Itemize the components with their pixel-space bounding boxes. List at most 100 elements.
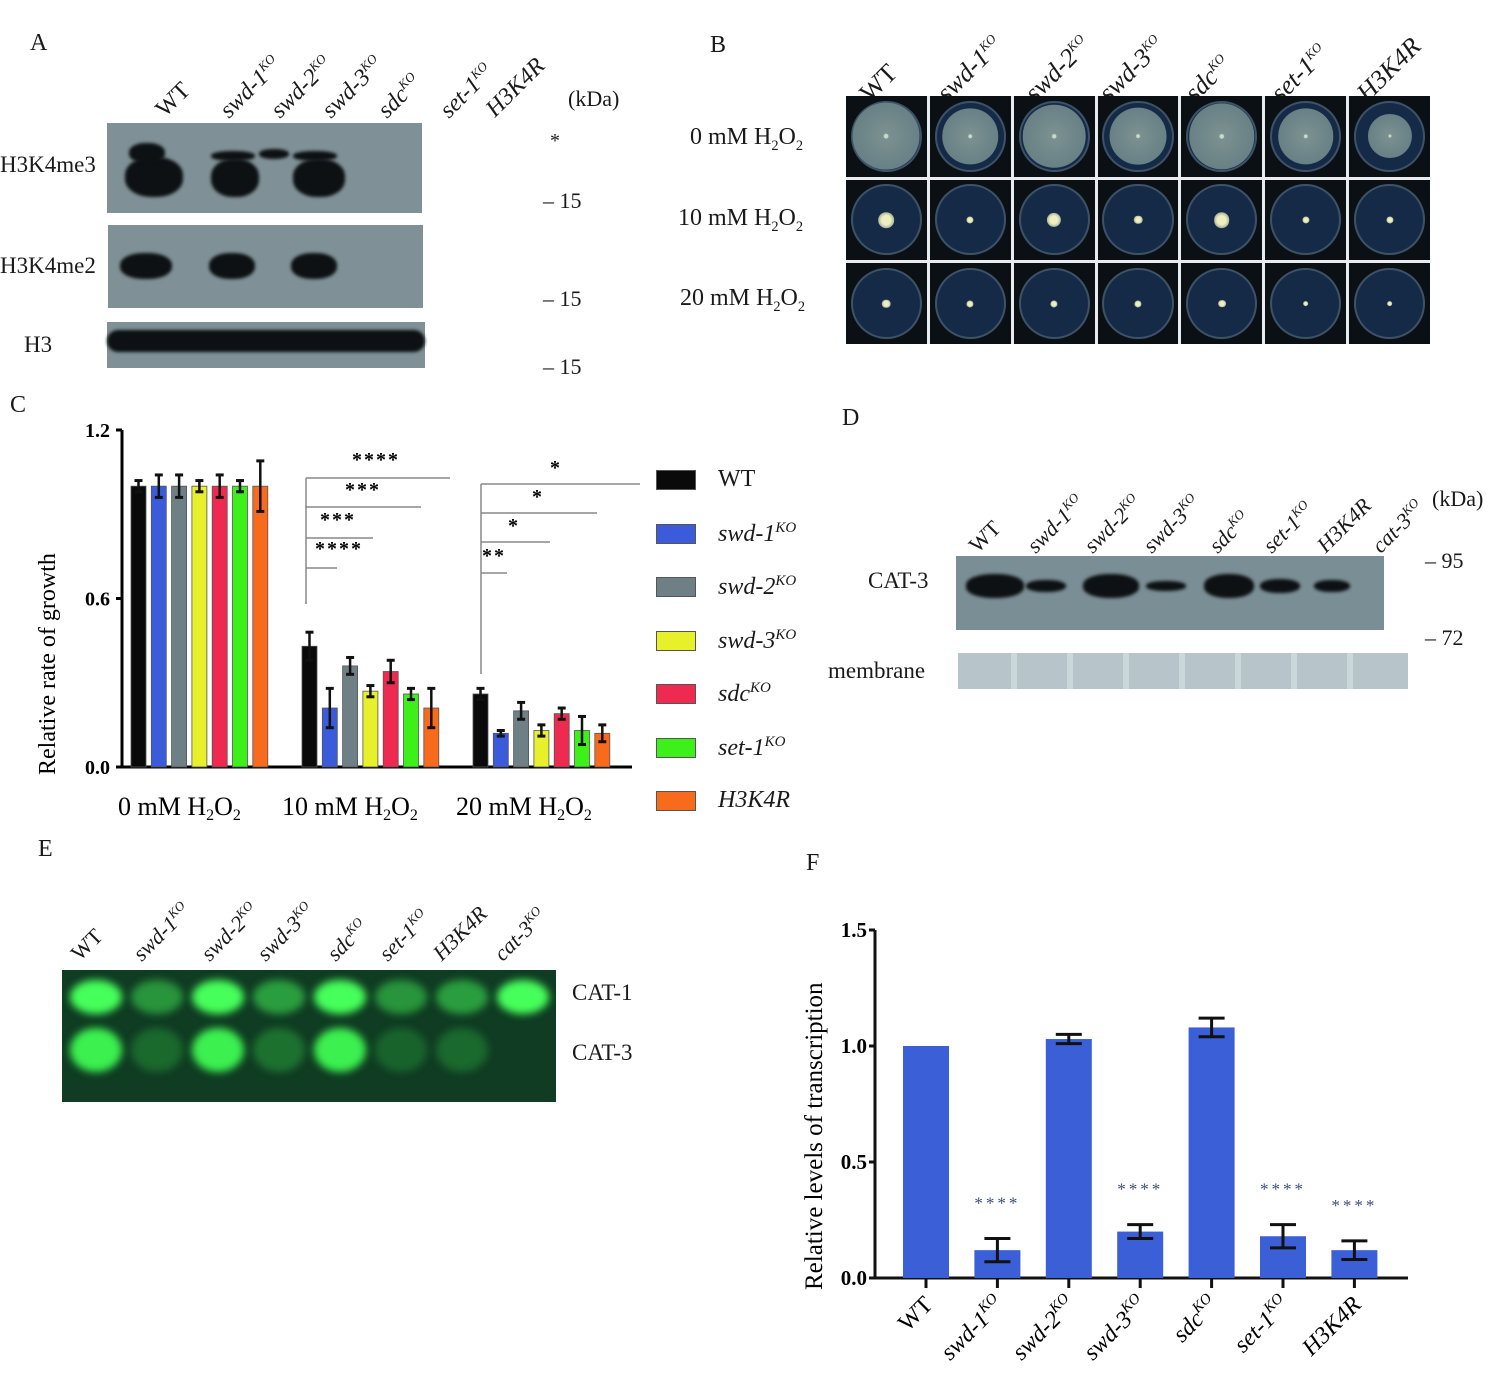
panel-a-lane-6: H3K4R — [480, 52, 551, 123]
svg-text:0.0: 0.0 — [85, 757, 110, 779]
panel-d-row-cat3: CAT-3 — [868, 568, 929, 593]
plate-r1-c4 — [1181, 179, 1263, 261]
panel-d-marker-95: – 95 — [1425, 548, 1464, 573]
legend-item-0: WT — [656, 466, 755, 493]
panel-e-lane-7: cat-3KO — [488, 902, 544, 966]
svg-text:0.0: 0.0 — [841, 1266, 867, 1290]
panel-d-lane-1: swd-1KO — [1021, 489, 1082, 558]
plate-r1-c3 — [1097, 179, 1179, 261]
svg-text:1.0: 1.0 — [841, 1034, 867, 1058]
svg-text:0.5: 0.5 — [841, 1150, 867, 1174]
panel-d-letter: D — [842, 405, 860, 431]
svg-text:WT: WT — [893, 1292, 938, 1337]
plate-image-grid — [846, 96, 1430, 344]
legend-item-1: swd-1KO — [656, 520, 796, 548]
panel-a-marker-3: – 15 — [543, 354, 582, 379]
panel-d-lane-5: set-1KO — [1257, 496, 1312, 558]
svg-text:*: * — [550, 457, 562, 479]
blot-h3k4me3 — [107, 123, 422, 213]
plate-r1-c0 — [846, 179, 927, 261]
panel-a-marker-1: – 15 — [543, 188, 582, 213]
legend-swatch — [656, 790, 696, 811]
panel-a-star: * — [550, 130, 560, 152]
panel-e-lane-6: H3K4R — [427, 900, 492, 966]
legend-label: sdcKO — [718, 680, 771, 707]
legend-item-5: set-1KO — [656, 734, 786, 762]
svg-text:swd-1KO: swd-1KO — [935, 1290, 1010, 1365]
svg-text:20 mM H2O2: 20 mM H2O2 — [456, 792, 592, 824]
panel-a-marker-2: – 15 — [543, 286, 582, 311]
panel-e-lane-2: swd-2KO — [195, 897, 256, 966]
panel-e-lane-5: set-1KO — [373, 904, 428, 966]
plate-r0-c1 — [929, 96, 1011, 177]
legend-item-6: H3K4R — [656, 787, 790, 814]
plate-r0-c6 — [1349, 96, 1430, 177]
panel-a-letter: A — [30, 30, 48, 56]
panel-b-row-0: 0 mM H2O2 — [690, 124, 804, 154]
plate-r0-c4 — [1181, 96, 1263, 177]
legend-swatch — [656, 523, 696, 544]
panel-a-row-h3k4me3: H3K4me3 — [0, 152, 96, 177]
panel-c-letter: C — [10, 392, 27, 418]
plate-r2-c4 — [1181, 263, 1263, 344]
legend-label: H3K4R — [718, 787, 790, 813]
panel-f-letter: F — [806, 850, 820, 876]
svg-text:set-1KO: set-1KO — [1228, 1290, 1296, 1358]
plate-r2-c1 — [929, 263, 1011, 344]
plate-r0-c3 — [1097, 96, 1179, 177]
svg-text:****: **** — [974, 1194, 1020, 1213]
svg-text:****: **** — [1117, 1180, 1163, 1199]
svg-text:H3K4R: H3K4R — [1297, 1292, 1367, 1362]
svg-text:*: * — [508, 515, 520, 537]
legend-swatch — [656, 684, 696, 704]
panel-a-row-h3: H3 — [24, 332, 53, 357]
panel-d-lane-2: swd-2KO — [1078, 489, 1139, 558]
plate-r0-c5 — [1265, 96, 1347, 177]
panel-d-lane-3: swd-3KO — [1137, 489, 1198, 558]
svg-text:*: * — [532, 486, 544, 508]
svg-text:****: **** — [352, 449, 400, 471]
plate-r2-c3 — [1097, 263, 1179, 344]
blot-h3 — [107, 322, 425, 368]
panel-a-kda-label: (kDa) — [568, 86, 620, 111]
svg-text:Relative levels of transcripti: Relative levels of transcription — [801, 982, 828, 1290]
panel-d-lane-6: H3K4R — [1311, 492, 1376, 558]
plate-r1-c1 — [929, 179, 1011, 261]
panel-a-lane-0: WT — [150, 77, 196, 123]
panel-e-lane-0: WT — [65, 923, 108, 966]
legend-item-4: sdcKO — [656, 680, 771, 708]
panel-d-lane-4: sdcKO — [1203, 506, 1248, 558]
membrane-stain — [958, 653, 1408, 689]
plate-r2-c6 — [1349, 263, 1430, 344]
panel-d-lane-0: WT — [963, 515, 1006, 558]
svg-text:sdcKO: sdcKO — [1167, 1290, 1224, 1347]
plate-r0-c0 — [846, 96, 927, 177]
panel-b-row-2: 20 mM H2O2 — [680, 285, 806, 315]
growth-rate-chart: 0.0 0.6 1.2 Relative rate of growth 0 mM H2O… — [35, 420, 640, 824]
legend-swatch — [656, 737, 696, 758]
panel-b-row-1: 10 mM H2O2 — [678, 205, 804, 235]
plate-r2-c2 — [1013, 263, 1095, 344]
legend-label: swd-2KO — [718, 573, 797, 600]
catalase-activity-gel — [62, 970, 556, 1102]
svg-text:1.2: 1.2 — [85, 420, 110, 442]
panel-b-letter: B — [710, 32, 727, 58]
plate-r0-c2 — [1013, 96, 1095, 177]
panel-d-kda-label: (kDa) — [1432, 486, 1484, 511]
svg-text:10 mM H2O2: 10 mM H2O2 — [282, 792, 418, 824]
legend-label: set-1KO — [718, 733, 786, 761]
panel-d-lane-7: cat-3KO — [1366, 494, 1422, 558]
svg-text:1.5: 1.5 — [841, 918, 867, 942]
svg-text:0.6: 0.6 — [85, 589, 110, 611]
transcription-level-chart: 0.0 0.5 1.0 1.5 Relative levels of transcrip… — [801, 918, 1408, 1366]
plate-r2-c0 — [846, 263, 927, 344]
svg-text:swd-2KO: swd-2KO — [1006, 1290, 1081, 1365]
svg-text:swd-3KO: swd-3KO — [1077, 1290, 1152, 1365]
plate-r1-c6 — [1349, 179, 1430, 261]
panel-e-lane-1: swd-1KO — [127, 897, 188, 966]
panel-e-band-cat1: CAT-1 — [572, 980, 633, 1005]
legend-item-2: swd-2KO — [656, 573, 796, 601]
svg-text:Relative rate of growth: Relative rate of growth — [35, 553, 61, 775]
plate-r2-c5 — [1265, 263, 1347, 344]
panel-d-row-membrane: membrane — [828, 658, 926, 683]
